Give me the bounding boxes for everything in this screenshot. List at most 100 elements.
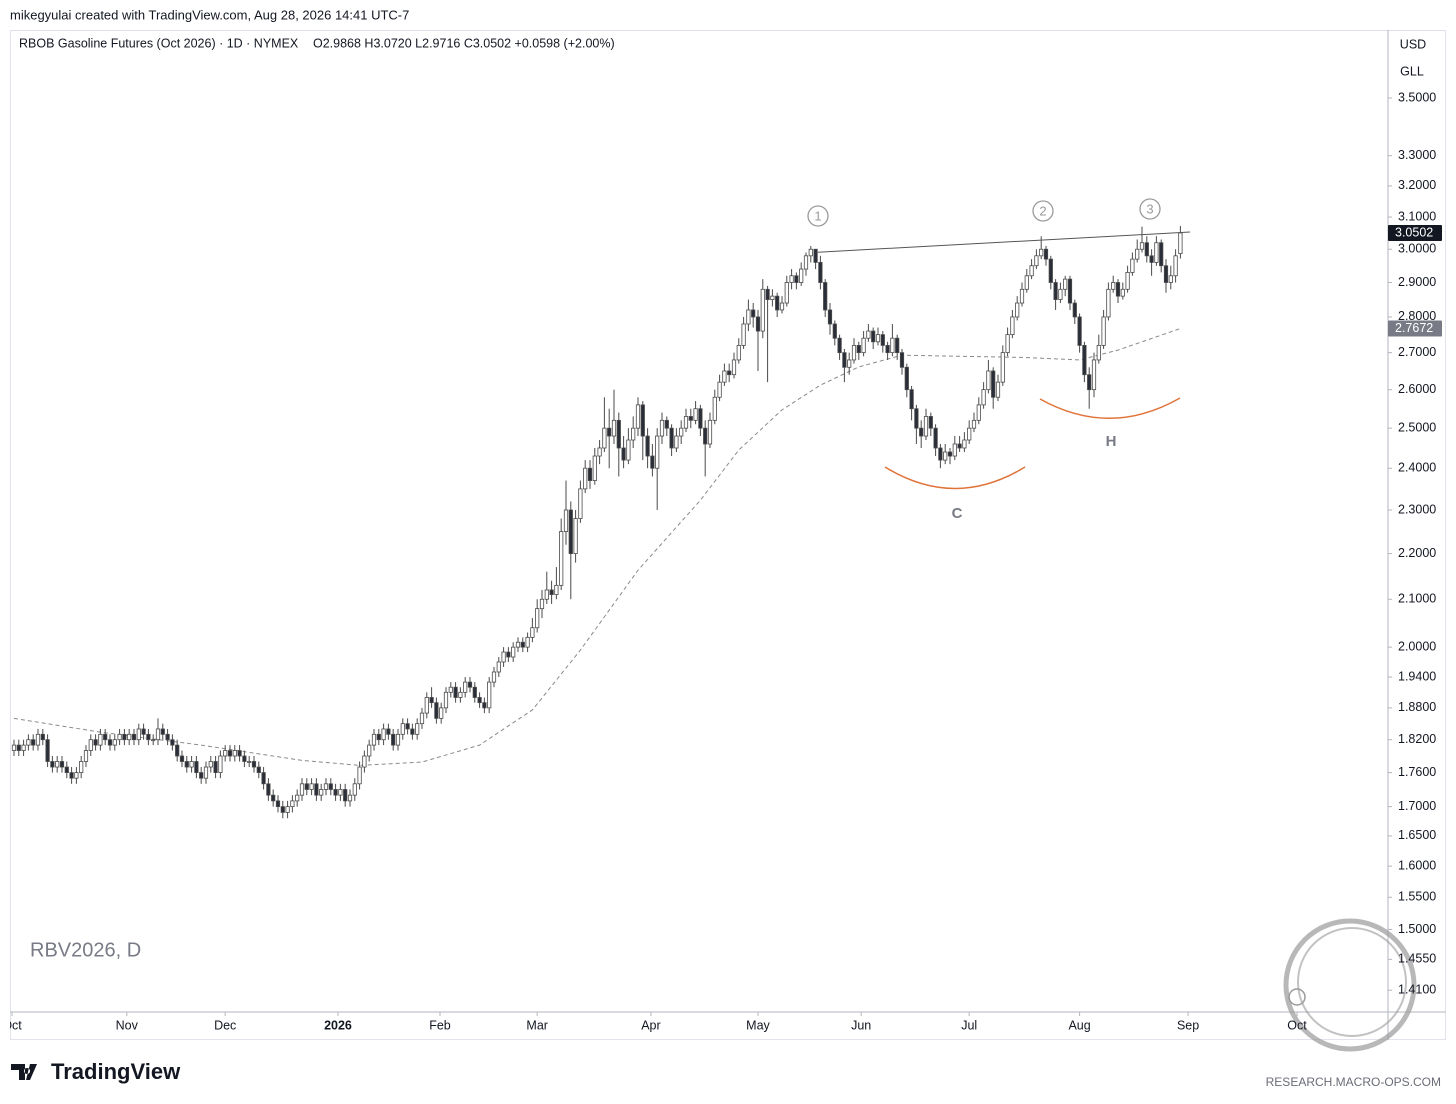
candle-body xyxy=(971,419,977,429)
candle-body xyxy=(515,641,521,648)
candle-body xyxy=(688,416,693,421)
candle-body xyxy=(991,370,996,398)
candle-body xyxy=(98,733,103,746)
candle-body xyxy=(535,608,540,629)
candle-body xyxy=(453,686,458,698)
candle-body xyxy=(1115,282,1121,297)
candle-body xyxy=(1005,334,1010,354)
candle-body xyxy=(717,381,722,398)
candle-body xyxy=(808,248,813,257)
candle-body xyxy=(837,337,842,354)
candle-body xyxy=(338,789,343,796)
logo-ring xyxy=(1283,918,1417,1052)
candle-body xyxy=(909,389,914,410)
candle-body xyxy=(635,404,641,429)
candle-body xyxy=(986,370,991,391)
y-tick-label: 3.5000 xyxy=(1398,90,1436,104)
y-tick-label: 1.4100 xyxy=(1398,982,1436,996)
candle-body xyxy=(1168,275,1173,283)
candle-body xyxy=(290,800,295,808)
candle-body xyxy=(160,728,165,735)
candle-body xyxy=(242,755,247,762)
candle-body xyxy=(83,750,89,762)
candle-body xyxy=(69,772,74,779)
candle-body xyxy=(117,733,122,741)
y-tick-label: 2.5000 xyxy=(1398,420,1436,434)
candle-body xyxy=(693,408,698,421)
y-tick-label: 1.6500 xyxy=(1398,828,1436,842)
candle-body xyxy=(1144,242,1149,257)
y-tick-label: 2.9000 xyxy=(1398,275,1436,289)
candle-body xyxy=(741,323,746,346)
candle-body xyxy=(223,750,228,757)
candle-body xyxy=(938,447,943,461)
y-tick-label: 2.4000 xyxy=(1398,461,1436,475)
candle-body xyxy=(592,455,597,481)
annotation-circle xyxy=(1032,200,1054,222)
candle-body xyxy=(962,439,967,449)
candle-body xyxy=(357,766,362,785)
candle-body xyxy=(583,467,588,490)
candle-body xyxy=(597,447,602,457)
candle-body xyxy=(208,761,213,768)
candle-body xyxy=(952,443,957,457)
candle-body xyxy=(50,761,55,768)
candle-body xyxy=(400,723,405,735)
trendline xyxy=(817,231,1191,253)
candle-body xyxy=(88,739,93,751)
annotation: C xyxy=(952,505,963,522)
candle-body xyxy=(1024,275,1029,290)
candle-body xyxy=(275,800,281,808)
candle-body xyxy=(410,728,415,735)
candle-body xyxy=(650,455,655,469)
candle-body xyxy=(885,344,890,354)
candle-body xyxy=(1063,278,1068,290)
candle-body xyxy=(261,772,266,785)
candle-body xyxy=(448,686,453,693)
candle-body xyxy=(1149,255,1154,263)
candle-body xyxy=(237,750,242,757)
candle-body xyxy=(1111,282,1116,290)
candle-body xyxy=(347,794,353,802)
candle-body xyxy=(280,806,285,813)
candle-body xyxy=(1034,255,1039,267)
candle-body xyxy=(674,435,679,449)
candle-body xyxy=(391,733,396,746)
x-tick-label: Mar xyxy=(526,1018,548,1032)
price-label: 2.7672 xyxy=(1395,321,1433,335)
candle-body xyxy=(861,337,866,354)
plot-area xyxy=(11,225,1191,819)
candle-body xyxy=(323,783,329,790)
candle-body xyxy=(1125,272,1130,290)
candle-body xyxy=(928,416,933,429)
candle-body xyxy=(343,789,348,802)
candle-body xyxy=(568,509,573,555)
y-tick-label: 2.0000 xyxy=(1398,639,1436,653)
candle-body xyxy=(232,750,237,757)
candle-body xyxy=(539,598,545,610)
candle-body xyxy=(405,723,410,730)
candle-body xyxy=(1067,278,1073,304)
candle-body xyxy=(947,451,953,457)
candle-body xyxy=(880,334,885,346)
candle-body xyxy=(1096,344,1101,361)
candle-body xyxy=(856,344,861,354)
y-tick-label: 1.9400 xyxy=(1398,669,1436,683)
candle-body xyxy=(587,467,593,481)
candle-body xyxy=(55,761,60,768)
candle-body xyxy=(165,733,170,741)
candle-body xyxy=(813,248,818,263)
y-tick-label: 2.8000 xyxy=(1398,309,1436,323)
candle-body xyxy=(1154,242,1159,263)
candle-body xyxy=(386,728,391,735)
y-tick-label: 1.6000 xyxy=(1398,858,1436,872)
candle-body xyxy=(549,589,554,596)
candle-body xyxy=(1048,258,1053,283)
candle-body xyxy=(611,419,617,437)
candle-body xyxy=(1087,374,1092,391)
candle-body xyxy=(967,427,972,441)
candle-body xyxy=(35,733,41,746)
candle-body xyxy=(899,352,905,368)
